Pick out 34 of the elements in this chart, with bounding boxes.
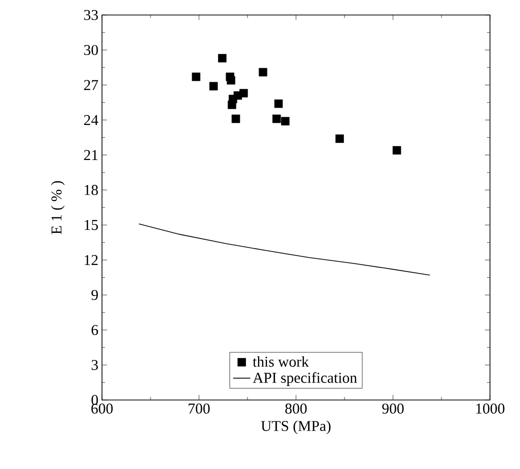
y-tick-label: 24: [84, 115, 98, 125]
point: [239, 88, 248, 98]
y-tick-label: 18: [84, 184, 98, 196]
point: [209, 82, 218, 90]
y-tick-label: 9: [91, 290, 98, 300]
y-tick-label: 15: [84, 220, 98, 230]
legend-label: API specification: [252, 372, 357, 386]
y-axis-title: E 1 ( % ): [51, 181, 65, 234]
y-tick-label: 6: [92, 324, 98, 336]
x-tick-label: 600: [91, 404, 113, 414]
x-tick-label: 1000: [476, 404, 504, 414]
legend-label: this work: [252, 356, 309, 367]
y-tick-label: 21: [84, 150, 98, 160]
x-tick-label: 900: [382, 404, 404, 414]
x-tick-label: 800: [285, 404, 307, 414]
x-tick-label: 700: [188, 404, 210, 414]
y-tick-label: 12: [84, 255, 98, 265]
point: [274, 99, 283, 108]
y-tick-label: 0: [92, 394, 98, 406]
point: [272, 114, 281, 124]
point: [226, 76, 236, 85]
point: [335, 134, 344, 143]
point: [218, 54, 226, 62]
y-tick-label: 27: [84, 80, 98, 90]
point: [258, 68, 268, 76]
point: [192, 72, 200, 82]
y-tick-label: 30: [84, 44, 98, 56]
point: [281, 116, 290, 126]
line-series: [138, 223, 430, 276]
y-tick-label: 3: [92, 360, 98, 370]
point: [392, 146, 402, 155]
y-tick-label: 33: [84, 10, 98, 20]
x-axis-title: UTS (MPa): [261, 420, 331, 434]
point: [232, 114, 240, 124]
